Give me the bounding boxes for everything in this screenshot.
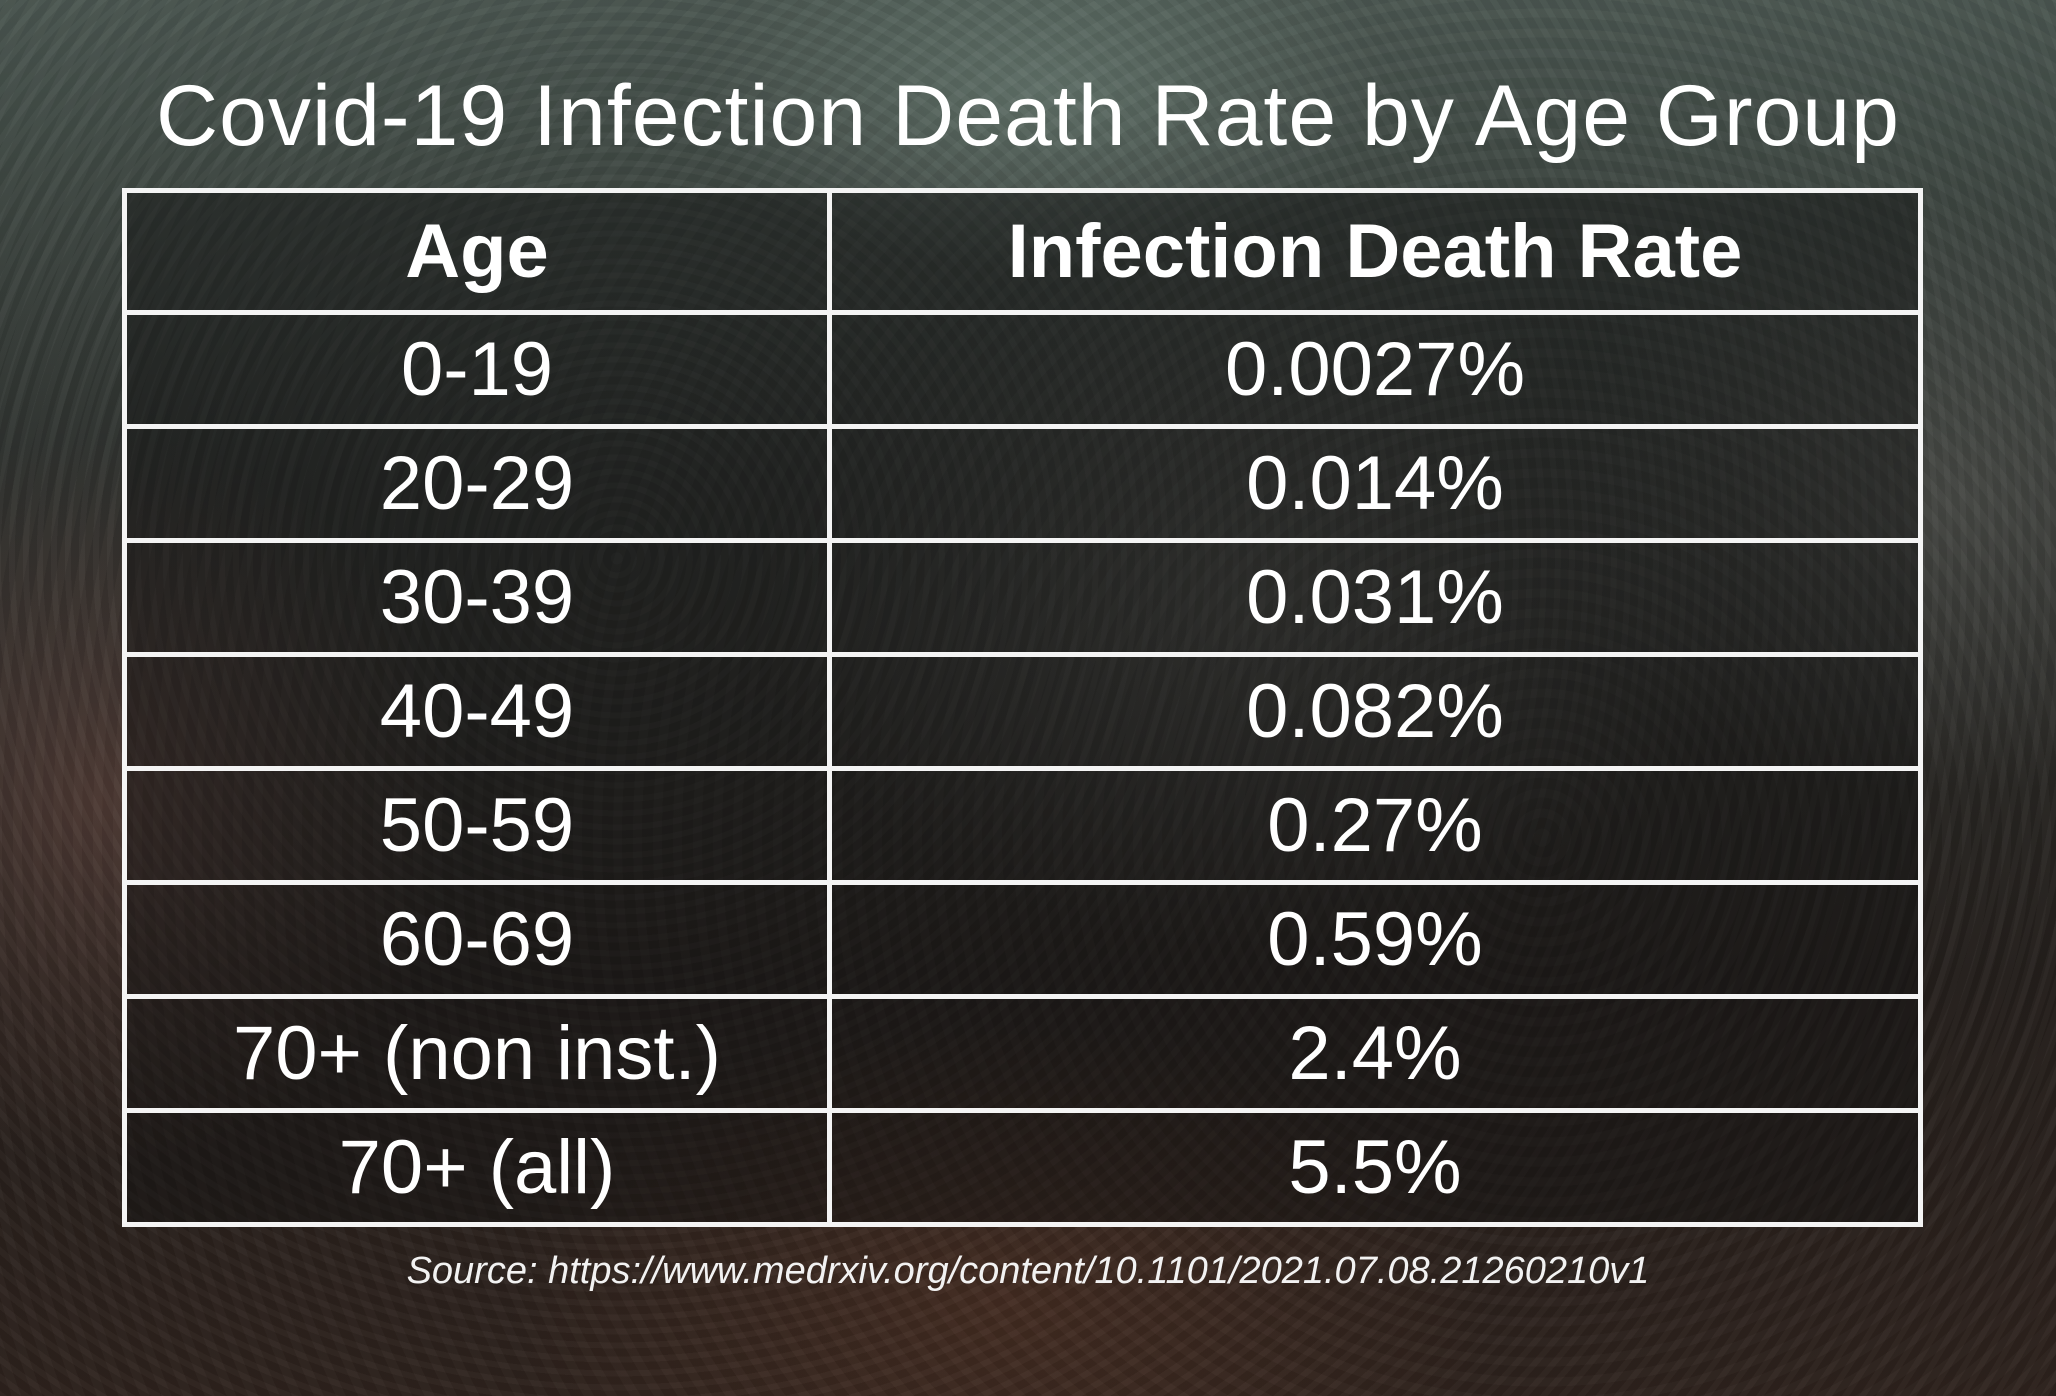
age-cell: 0-19: [122, 310, 832, 429]
rate-cell: 0.031%: [827, 538, 1923, 657]
rate-cell: 0.0027%: [827, 310, 1923, 429]
rate-cell: 2.4%: [827, 994, 1923, 1113]
table-row: 50-59 0.27%: [122, 766, 1923, 885]
table-row: 30-39 0.031%: [122, 538, 1923, 657]
table-row: 70+ (all) 5.5%: [122, 1108, 1923, 1227]
column-header-age: Age: [122, 188, 832, 315]
rate-cell: 0.27%: [827, 766, 1923, 885]
age-cell: 30-39: [122, 538, 832, 657]
rate-cell: 0.082%: [827, 652, 1923, 771]
table-row: 0-19 0.0027%: [122, 310, 1923, 429]
chart-title: Covid-19 Infection Death Rate by Age Gro…: [156, 68, 1900, 164]
column-header-rate: Infection Death Rate: [827, 188, 1923, 315]
rate-cell: 5.5%: [827, 1108, 1923, 1227]
table-row: 60-69 0.59%: [122, 880, 1923, 999]
age-cell: 50-59: [122, 766, 832, 885]
age-cell: 60-69: [122, 880, 832, 999]
table-header-row: Age Infection Death Rate: [122, 188, 1923, 315]
age-cell: 40-49: [122, 652, 832, 771]
age-cell: 20-29: [122, 424, 832, 543]
table-row: 70+ (non inst.) 2.4%: [122, 994, 1923, 1113]
table-row: 20-29 0.014%: [122, 424, 1923, 543]
death-rate-table: Age Infection Death Rate 0-19 0.0027% 20…: [122, 188, 1923, 1227]
rate-cell: 0.59%: [827, 880, 1923, 999]
source-citation: Source: https://www.medrxiv.org/content/…: [406, 1250, 1650, 1292]
rate-cell: 0.014%: [827, 424, 1923, 543]
age-cell: 70+ (all): [122, 1108, 832, 1227]
age-cell: 70+ (non inst.): [122, 994, 832, 1113]
table-row: 40-49 0.082%: [122, 652, 1923, 771]
